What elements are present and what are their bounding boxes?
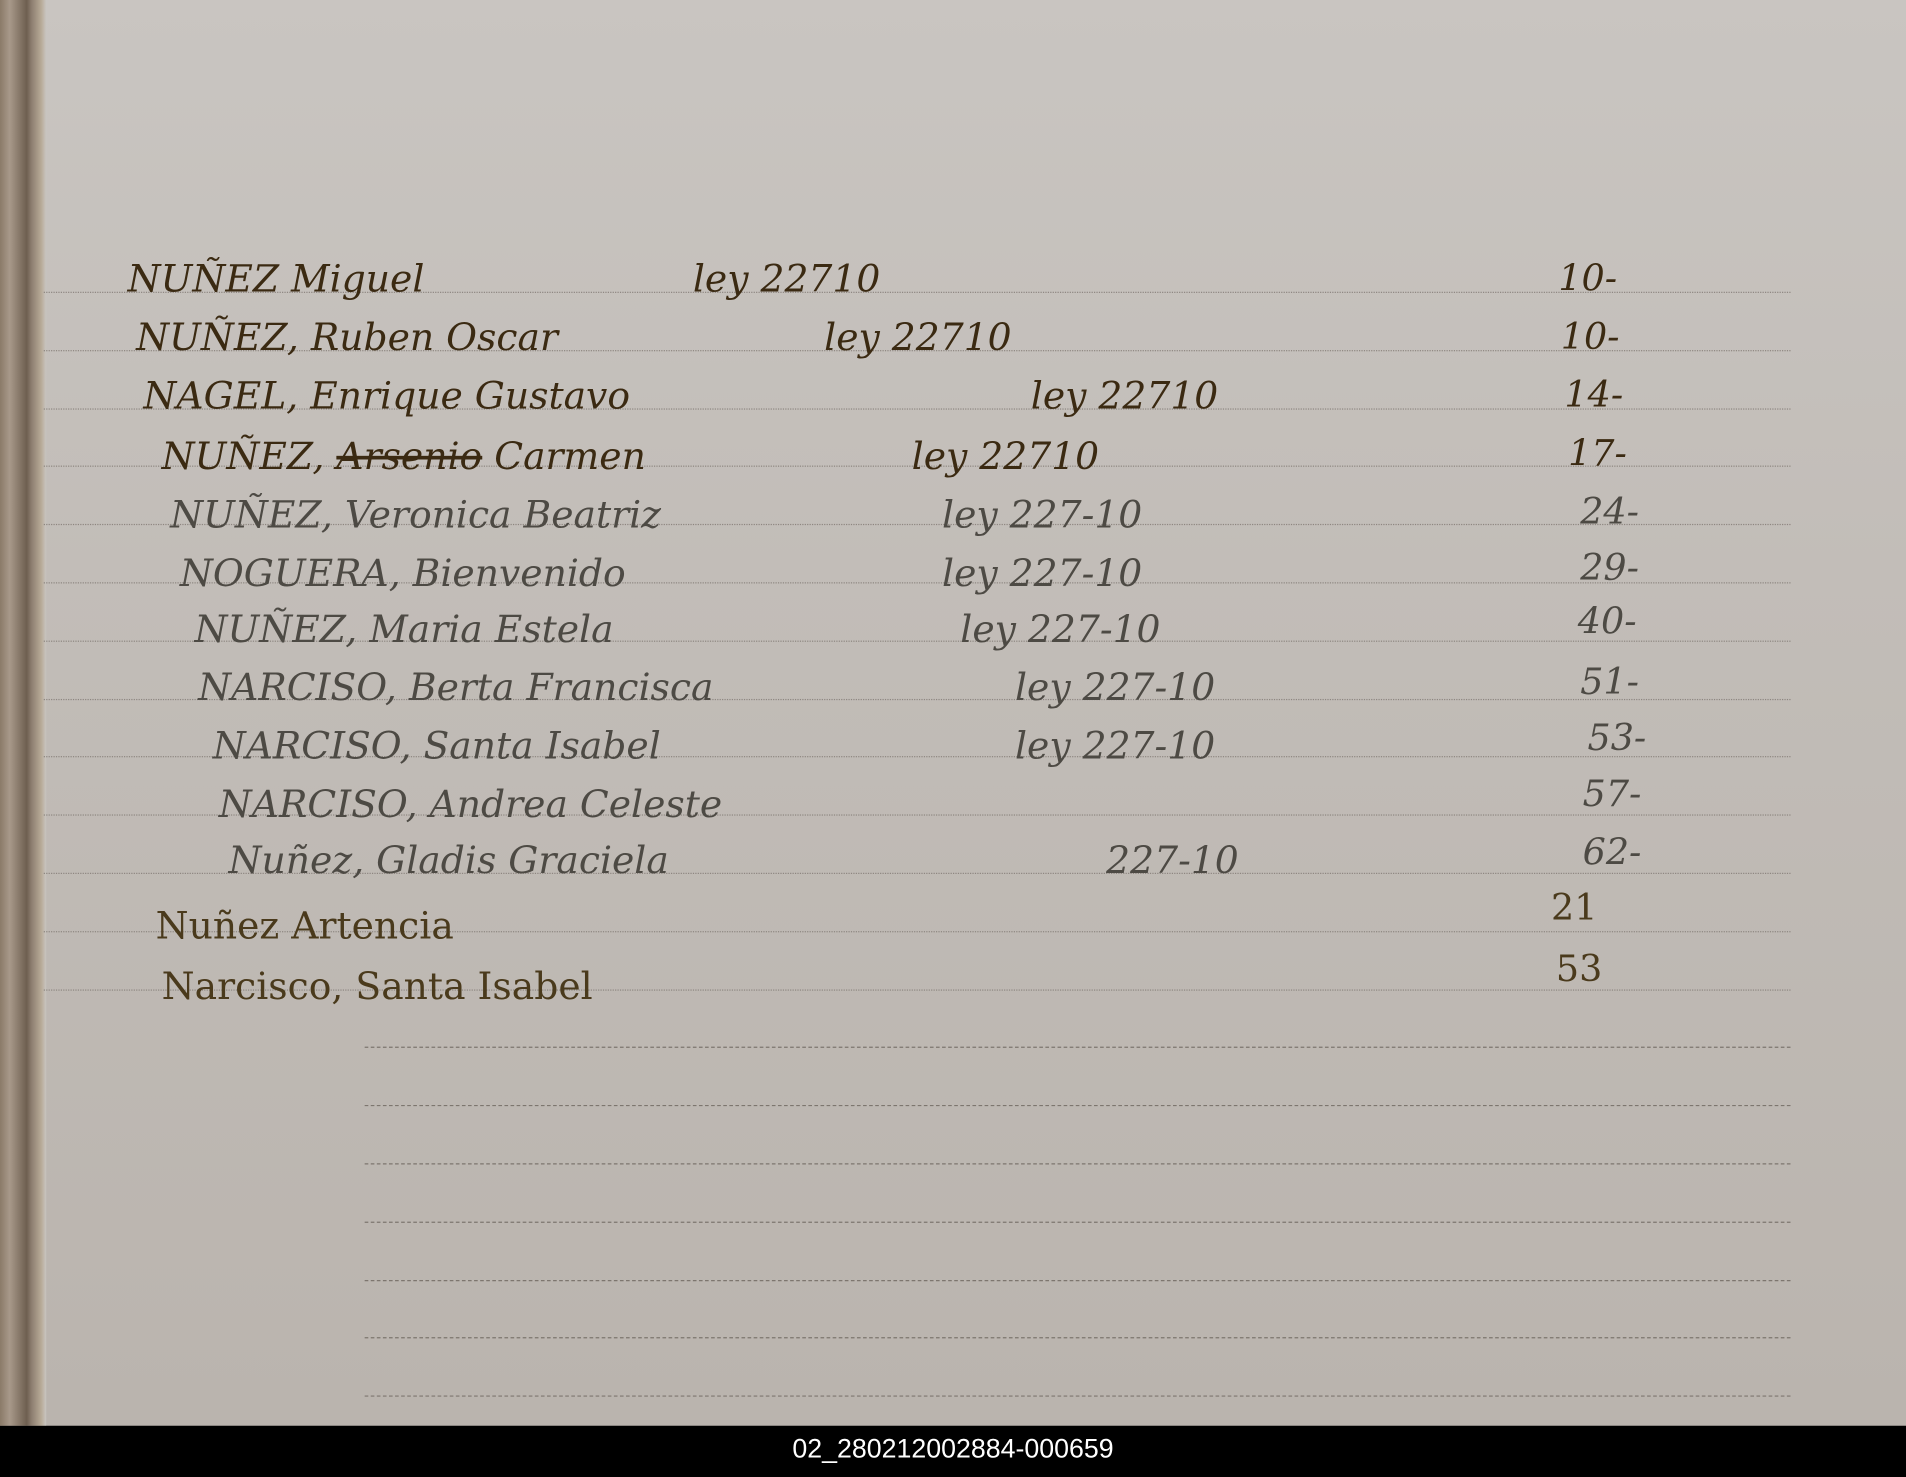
given-name: Enrique Gustavo	[310, 374, 631, 419]
ruled-line	[43, 524, 1791, 526]
given-name: Carmen	[494, 435, 646, 479]
book-binding	[0, 0, 47, 1426]
given-name: Miguel	[291, 257, 425, 302]
page-number: 21	[1551, 887, 1598, 930]
ruled-line	[364, 1047, 1791, 1049]
law-reference: ley 227-10	[1014, 724, 1216, 769]
ruled-line	[43, 349, 1791, 352]
ruled-line	[43, 582, 1791, 584]
ruled-line	[43, 988, 1791, 991]
surname: NAGEL,	[143, 374, 299, 419]
entry-name: NARCISO, Berta Francisca	[198, 666, 713, 710]
ruled-line	[364, 1337, 1791, 1339]
entry-name: NUÑEZ, Maria Estela	[194, 608, 613, 652]
surname: NUÑEZ	[127, 257, 280, 302]
ruled-line	[43, 930, 1791, 933]
surname: NUÑEZ,	[194, 607, 358, 652]
entry-name: Nuñez Artencia	[156, 904, 454, 948]
entry-name: NOGUERA, Bienvenido	[180, 552, 626, 596]
entry-name: NARCISO, Santa Isabel	[213, 724, 661, 768]
ruled-line	[43, 291, 1791, 293]
page-number: 40-	[1577, 600, 1637, 644]
page-number: 24-	[1580, 491, 1639, 534]
page-number: 57-	[1582, 773, 1642, 816]
surname: NARCISO,	[198, 666, 397, 710]
entry-name: NUÑEZ, Ruben Oscar	[136, 316, 558, 360]
given-name: Ruben Oscar	[310, 316, 558, 360]
law-reference: ley 22710	[911, 435, 1100, 479]
surname: NUÑEZ,	[170, 493, 333, 538]
law-reference: ley 227-10	[942, 493, 1143, 538]
surname: Nuñez,	[228, 838, 365, 883]
ruled-line	[364, 1221, 1791, 1223]
law-reference: ley 22710	[824, 316, 1012, 360]
ruled-line	[364, 1105, 1791, 1107]
page-number: 53-	[1587, 717, 1647, 760]
law-reference: ley 227-10	[942, 551, 1143, 596]
entry-name: Nuñez, Gladis Graciela	[229, 839, 669, 883]
ruled-line	[364, 1279, 1791, 1281]
struck-out-name: Arsenio	[336, 435, 483, 479]
ruled-line	[43, 872, 1791, 874]
entry-name: NAGEL, Enrique Gustavo	[143, 374, 630, 418]
law-reference: ley 22710	[1030, 374, 1219, 419]
given-name: Artencia	[291, 904, 454, 949]
page-number: 29-	[1580, 547, 1639, 590]
surname: NARCISO,	[218, 782, 418, 827]
page-number: 53	[1555, 948, 1603, 991]
ruled-line	[43, 698, 1791, 700]
surname: NUÑEZ,	[136, 316, 299, 360]
ruled-line	[43, 814, 1791, 816]
surname: Narcisco,	[161, 965, 344, 1009]
entry-name: NUÑEZ Miguel	[128, 258, 425, 302]
page-number: 51-	[1580, 661, 1639, 704]
surname: NUÑEZ,	[161, 435, 325, 479]
ledger-page: NUÑEZ Miguel ley 22710 NUÑEZ, Ruben Osca…	[0, 0, 1906, 1426]
page-number: 10-	[1558, 257, 1618, 301]
image-caption: 02_280212002884-000659	[792, 1433, 1114, 1464]
ruled-line	[43, 407, 1791, 410]
given-name: Santa Isabel	[423, 724, 661, 769]
given-name: Berta Francisca	[408, 666, 714, 710]
given-name: Gladis Graciela	[376, 838, 669, 883]
ruled-line	[364, 1163, 1791, 1165]
given-name: Andrea Celeste	[429, 782, 723, 827]
ruled-line	[43, 466, 1791, 468]
ruled-line	[43, 756, 1791, 758]
given-name: Santa Isabel	[355, 965, 593, 1009]
law-reference: ley 22710	[692, 257, 881, 302]
given-name: Veronica Beatriz	[344, 493, 662, 538]
page-number: 17-	[1568, 432, 1627, 476]
caption-bar: 02_280212002884-000659	[0, 1425, 1906, 1477]
entry-name: NARCISO, Andrea Celeste	[219, 783, 722, 827]
surname: NARCISO,	[212, 724, 412, 769]
ruled-line	[43, 640, 1791, 642]
entry-name: NUÑEZ, Arsenio Carmen	[162, 435, 646, 479]
page-number: 14-	[1564, 374, 1624, 417]
law-reference: 227-10	[1106, 838, 1239, 883]
surname: NOGUERA,	[179, 551, 401, 596]
entry-name: Narcisco, Santa Isabel	[162, 965, 593, 1009]
page-number: 10-	[1560, 316, 1620, 359]
entry-name: NUÑEZ, Veronica Beatriz	[170, 494, 661, 538]
given-name: Bienvenido	[412, 551, 626, 596]
law-reference: ley 227-10	[960, 607, 1161, 652]
ruled-line	[364, 1395, 1791, 1397]
page-number: 62-	[1582, 831, 1642, 874]
given-name: Maria Estela	[369, 607, 614, 652]
surname: Nuñez	[155, 904, 280, 949]
law-reference: ley 227-10	[1014, 666, 1216, 710]
